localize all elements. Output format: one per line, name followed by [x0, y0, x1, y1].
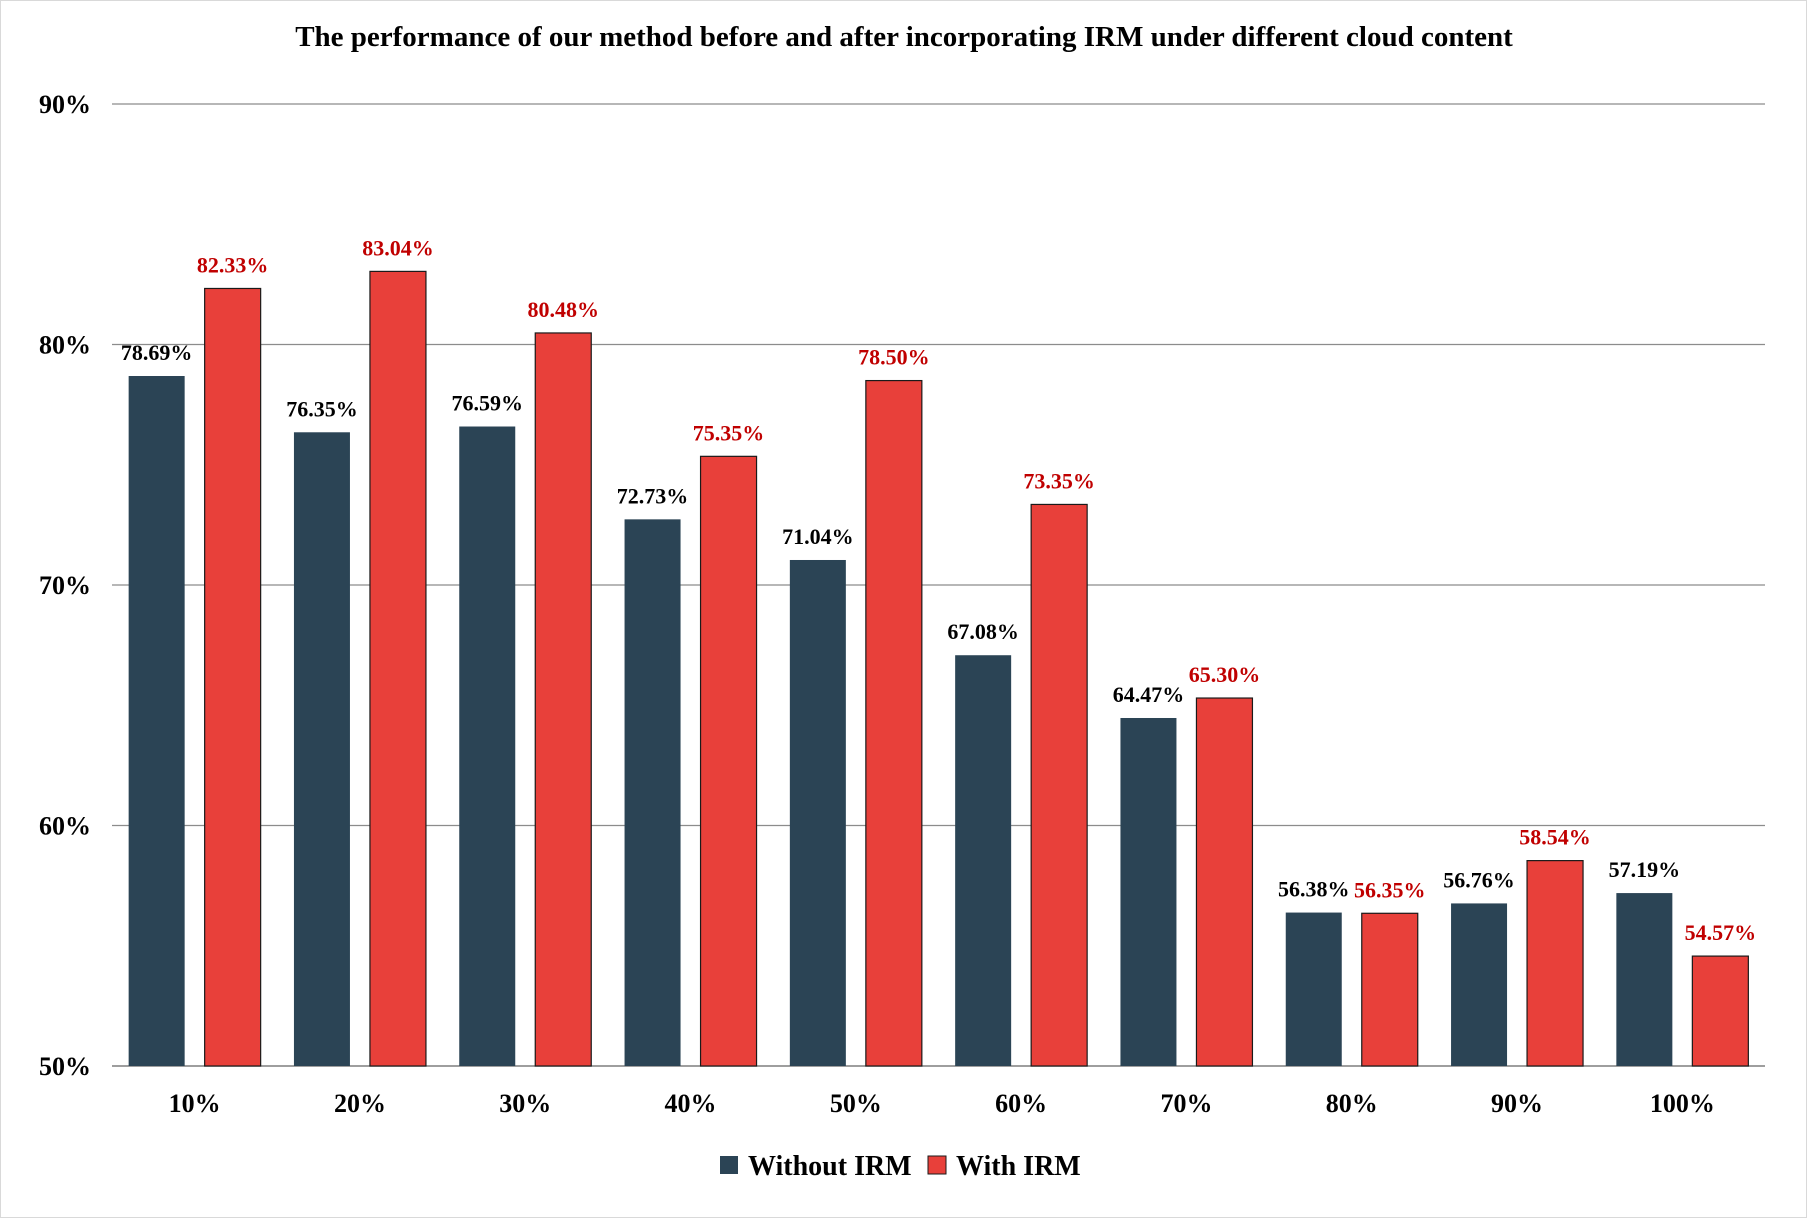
bar-with-irm-80pct — [1361, 912, 1419, 1067]
data-label-with-irm: 83.04% — [362, 235, 434, 260]
bar-without-irm-70pct — [1120, 717, 1177, 1066]
x-tick-label: 80% — [1326, 1089, 1378, 1118]
x-tick-label: 70% — [1160, 1089, 1212, 1118]
x-axis-ticks: 10% 20% 30% 40% 50% 60% 70% 80% 90% 100% — [169, 1089, 1715, 1118]
y-axis-ticks: 50% 60% 70% 80% 90% — [39, 90, 91, 1081]
y-tick-label: 90% — [39, 90, 91, 119]
data-label-with-irm: 75.35% — [693, 420, 765, 445]
y-tick-label: 60% — [39, 812, 91, 841]
bar-without-irm-50pct — [789, 559, 846, 1066]
data-labels: 78.69% 82.33% 76.35% 83.04% 76.59% 80.48% 72.7… — [121, 235, 1756, 945]
data-label-with-irm: 58.54% — [1519, 825, 1591, 850]
bars — [128, 270, 1749, 1067]
bar-with-irm-10pct — [204, 287, 262, 1067]
legend: Without IRM With IRM — [720, 1151, 1081, 1182]
x-tick-label: 100% — [1650, 1089, 1715, 1118]
data-label-without-irm: 71.04% — [782, 524, 854, 549]
data-label-without-irm: 76.59% — [452, 391, 524, 416]
bar-with-irm-100pct — [1691, 955, 1749, 1067]
x-tick-label: 50% — [830, 1089, 882, 1118]
data-label-without-irm: 57.19% — [1609, 857, 1681, 882]
bar-without-irm-90pct — [1451, 903, 1508, 1066]
data-label-without-irm: 56.76% — [1443, 867, 1515, 892]
chart-title: The performance of our method before and… — [295, 21, 1513, 53]
bar-with-irm-90pct — [1526, 860, 1584, 1067]
x-tick-label: 10% — [169, 1089, 221, 1118]
bar-without-irm-20pct — [293, 432, 350, 1067]
data-label-with-irm: 82.33% — [197, 252, 269, 277]
bar-with-irm-70pct — [1195, 697, 1254, 1067]
bar-with-irm-50pct — [865, 379, 923, 1067]
bar-without-irm-100pct — [1616, 893, 1673, 1066]
bar-without-irm-30pct — [459, 426, 516, 1066]
bar-without-irm-10pct — [128, 376, 185, 1066]
legend-label-without-irm: Without IRM — [748, 1151, 912, 1182]
y-tick-label: 80% — [39, 331, 91, 360]
legend-swatch-without-irm — [720, 1156, 738, 1174]
bar-with-irm-30pct — [534, 332, 592, 1067]
data-label-with-irm: 56.35% — [1354, 877, 1426, 902]
legend-swatch-with-irm — [927, 1155, 947, 1175]
bar-without-irm-40pct — [624, 519, 681, 1066]
x-tick-label: 40% — [665, 1089, 717, 1118]
gridlines — [112, 103, 1765, 1067]
data-label-without-irm: 67.08% — [947, 619, 1019, 644]
legend-label-with-irm: With IRM — [956, 1151, 1081, 1182]
data-label-without-irm: 56.38% — [1278, 877, 1350, 902]
bar-without-irm-60pct — [955, 655, 1012, 1066]
x-tick-label: 60% — [995, 1089, 1047, 1118]
data-label-without-irm: 72.73% — [617, 483, 689, 508]
bar-with-irm-60pct — [1030, 503, 1088, 1067]
data-label-with-irm: 80.48% — [528, 297, 600, 322]
x-tick-label: 30% — [499, 1089, 551, 1118]
data-label-with-irm: 65.30% — [1189, 662, 1261, 687]
data-label-with-irm: 73.35% — [1023, 468, 1095, 493]
data-label-without-irm: 64.47% — [1113, 682, 1185, 707]
bar-with-irm-40pct — [699, 455, 758, 1067]
data-label-without-irm: 78.69% — [121, 340, 193, 365]
data-label-with-irm: 54.57% — [1685, 920, 1757, 945]
data-label-without-irm: 76.35% — [286, 396, 358, 421]
bar-with-irm-20pct — [369, 270, 427, 1067]
x-tick-label: 90% — [1491, 1089, 1543, 1118]
x-tick-label: 20% — [334, 1089, 386, 1118]
bar-without-irm-80pct — [1285, 912, 1342, 1066]
y-tick-label: 50% — [39, 1052, 91, 1081]
data-label-with-irm: 78.50% — [858, 345, 930, 370]
y-tick-label: 70% — [39, 571, 91, 600]
